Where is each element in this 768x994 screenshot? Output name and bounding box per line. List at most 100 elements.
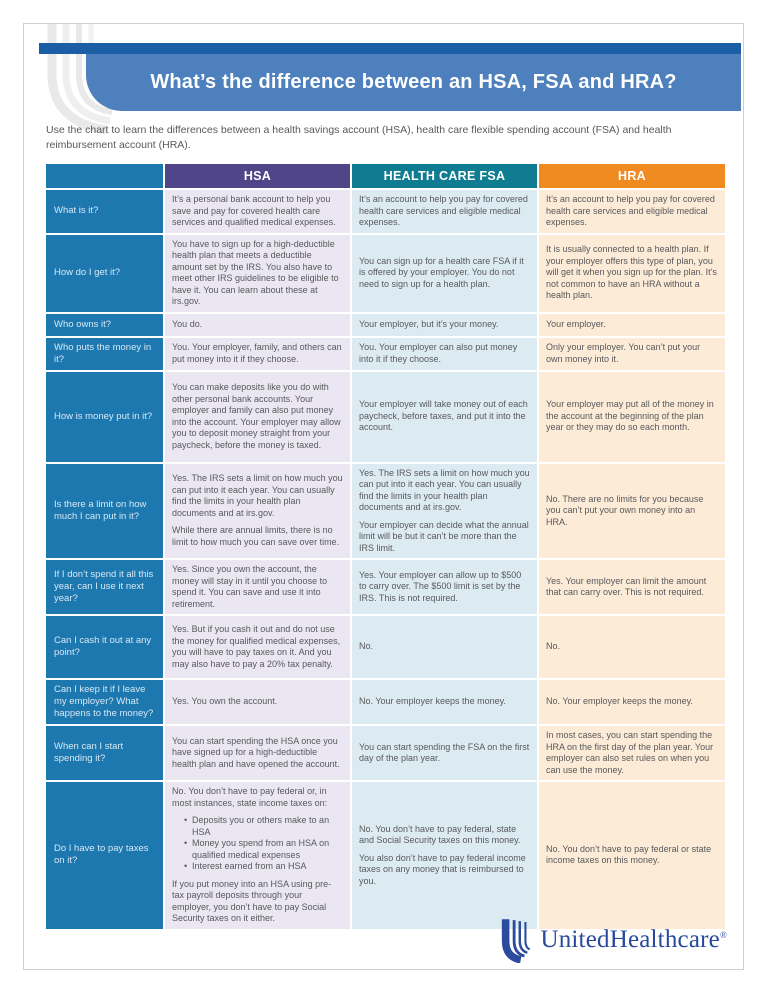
cell-bullet-item: Deposits you or others make to an HSA bbox=[184, 815, 343, 838]
cell-fsa: It’s an account to help you pay for cove… bbox=[352, 190, 537, 233]
column-header-fsa: HEALTH CARE FSA bbox=[352, 164, 537, 188]
cell-paragraph: It’s an account to help you pay for cove… bbox=[359, 194, 528, 227]
cell-paragraph: You can make deposits like you do with o… bbox=[172, 382, 341, 450]
row-label: Can I cash it out at any point? bbox=[46, 616, 163, 678]
row-label: Who puts the money in it? bbox=[46, 337, 163, 370]
cell-paragraph: No. You don’t have to pay federal, state… bbox=[359, 823, 521, 846]
cell-paragraph: Yes. Your employer can allow up to $500 … bbox=[359, 569, 522, 603]
cell-paragraph: If you put money into an HSA using pre-t… bbox=[172, 878, 332, 924]
cell-paragraph: It’s a personal bank account to help you… bbox=[172, 194, 336, 227]
page-title: What’s the difference between an HSA, FS… bbox=[150, 71, 677, 93]
flyer-page: What’s the difference between an HSA, FS… bbox=[23, 23, 744, 970]
cell-hsa: Yes. But if you cash it out and do not u… bbox=[165, 616, 350, 678]
intro-text: Use the chart to learn the differences b… bbox=[46, 124, 672, 151]
cell-hsa: It’s a personal bank account to help you… bbox=[165, 190, 350, 233]
cell-hra: Your employer may put all of the money i… bbox=[539, 371, 725, 462]
cell-paragraph: No. You don’t have to pay federal or, in… bbox=[172, 786, 328, 808]
cell-hsa: You. Your employer, family, and others c… bbox=[165, 337, 350, 370]
cell-paragraph: It’s an account to help you pay for cove… bbox=[546, 194, 715, 227]
cell-paragraph: Your employer. bbox=[546, 318, 606, 329]
cell-fsa: Your employer will take money out of eac… bbox=[352, 371, 537, 462]
cell-fsa: Yes. Your employer can allow up to $500 … bbox=[352, 560, 537, 614]
cell-paragraph: You also don’t have to pay federal incom… bbox=[359, 852, 526, 886]
row-label: What is it? bbox=[46, 190, 163, 233]
cell-paragraph: You have to sign up for a high-deductibl… bbox=[172, 238, 339, 307]
row-label: Do I have to pay taxes on it? bbox=[46, 782, 163, 929]
cell-paragraph: In most cases, you can start spending th… bbox=[546, 730, 714, 775]
uhc-logo: UnitedHealthcare® bbox=[499, 916, 727, 964]
cell-fsa: You can sign up for a health care FSA if… bbox=[352, 234, 537, 312]
cell-bullet-list: Deposits you or others make to an HSAMon… bbox=[176, 815, 343, 873]
cell-paragraph: Yes. The IRS sets a limit on how much yo… bbox=[359, 467, 530, 513]
cell-fsa: No. You don’t have to pay federal, state… bbox=[352, 782, 537, 929]
cell-bullet-item: Money you spend from an HSA on qualified… bbox=[184, 838, 343, 861]
cell-paragraph: You do. bbox=[172, 318, 203, 329]
cell-paragraph: Your employer, but it’s your money. bbox=[359, 318, 499, 329]
cell-paragraph: Yes. Your employer can limit the amount … bbox=[546, 575, 707, 598]
row-label: How is money put in it? bbox=[46, 371, 163, 462]
cell-hra: Your employer. bbox=[539, 313, 725, 336]
table-corner-cell bbox=[46, 164, 163, 188]
cell-hsa: No. You don’t have to pay federal or, in… bbox=[165, 782, 350, 929]
cell-paragraph: No. Your employer keeps the money. bbox=[546, 696, 693, 707]
cell-bullet-item: Interest earned from an HSA bbox=[184, 861, 343, 873]
cell-hra: No. bbox=[539, 616, 725, 678]
cell-paragraph: Your employer will take money out of eac… bbox=[359, 399, 528, 433]
cell-paragraph: Your employer can decide what the annual… bbox=[359, 519, 529, 553]
cell-paragraph: No. You don’t have to pay federal or sta… bbox=[546, 843, 712, 866]
cell-paragraph: Yes. The IRS sets a limit on how much yo… bbox=[172, 473, 343, 518]
cell-hsa: You do. bbox=[165, 313, 350, 336]
cell-hra: No. There are no limits for you because … bbox=[539, 463, 725, 558]
cell-hsa: You can start spending the HSA once you … bbox=[165, 726, 350, 780]
cell-hra: It is usually connected to a health plan… bbox=[539, 234, 725, 312]
row-label: How do I get it? bbox=[46, 234, 163, 312]
cell-paragraph: Yes. But if you cash it out and do not u… bbox=[172, 624, 341, 669]
cell-fsa: Yes. The IRS sets a limit on how much yo… bbox=[352, 463, 537, 558]
column-header-hra: HRA bbox=[539, 164, 725, 188]
cell-paragraph: You can start spending the HSA once you … bbox=[172, 735, 340, 769]
row-label: When can I start spending it? bbox=[46, 726, 163, 780]
cell-paragraph: You. Your employer, family, and others c… bbox=[172, 342, 342, 364]
row-label: Who owns it? bbox=[46, 313, 163, 336]
cell-paragraph: While there are annual limits, there is … bbox=[172, 525, 340, 547]
cell-paragraph: No. bbox=[546, 641, 561, 652]
cell-paragraph: You. Your employer can also put money in… bbox=[359, 342, 518, 364]
cell-paragraph: You can sign up for a health care FSA if… bbox=[359, 255, 524, 289]
registered-mark: ® bbox=[719, 930, 727, 940]
cell-hsa: Yes. Since you own the account, the mone… bbox=[165, 560, 350, 614]
row-label: If I don’t spend it all this year, can I… bbox=[46, 560, 163, 614]
cell-hsa: Yes. You own the account. bbox=[165, 680, 350, 724]
comparison-table: HSA HEALTH CARE FSA HRA What is it? It’s a p… bbox=[46, 164, 725, 929]
uhc-shield-icon bbox=[502, 919, 531, 963]
cell-hra: No. You don’t have to pay federal or sta… bbox=[539, 782, 725, 929]
cell-hra: Yes. Your employer can limit the amount … bbox=[539, 560, 725, 614]
top-accent-bar bbox=[39, 43, 741, 54]
column-header-hsa: HSA bbox=[165, 164, 350, 188]
cell-paragraph: Yes. Since you own the account, the mone… bbox=[172, 564, 328, 609]
uhc-logo-text: UnitedHealthcare® bbox=[540, 926, 727, 954]
cell-hra: In most cases, you can start spending th… bbox=[539, 726, 725, 780]
cell-fsa: You can start spending the FSA on the fi… bbox=[352, 726, 537, 780]
cell-paragraph: No. Your employer keeps the money. bbox=[359, 696, 506, 707]
cell-hra: It’s an account to help you pay for cove… bbox=[539, 190, 725, 233]
title-banner: What’s the difference between an HSA, FS… bbox=[86, 54, 741, 111]
uhc-wordmark: UnitedHealthcare bbox=[540, 926, 720, 953]
cell-paragraph: No. bbox=[359, 641, 374, 652]
cell-paragraph: Your employer may put all of the money i… bbox=[546, 399, 714, 433]
cell-hsa: You have to sign up for a high-deductibl… bbox=[165, 234, 350, 312]
cell-paragraph: You can start spending the FSA on the fi… bbox=[359, 741, 530, 764]
cell-hra: Only your employer. You can’t put your o… bbox=[539, 337, 725, 370]
row-label: Is there a limit on how much I can put i… bbox=[46, 463, 163, 558]
cell-fsa: No. Your employer keeps the money. bbox=[352, 680, 537, 724]
cell-fsa: Your employer, but it’s your money. bbox=[352, 313, 537, 336]
cell-paragraph: It is usually connected to a health plan… bbox=[546, 244, 717, 301]
cell-fsa: You. Your employer can also put money in… bbox=[352, 337, 537, 370]
cell-fsa: No. bbox=[352, 616, 537, 678]
cell-hsa: You can make deposits like you do with o… bbox=[165, 371, 350, 462]
row-label: Can I keep it if I leave my employer? Wh… bbox=[46, 680, 163, 724]
cell-hra: No. Your employer keeps the money. bbox=[539, 680, 725, 724]
cell-paragraph: Yes. You own the account. bbox=[172, 696, 278, 707]
cell-paragraph: Only your employer. You can’t put your o… bbox=[546, 342, 701, 364]
cell-paragraph: No. There are no limits for you because … bbox=[546, 493, 704, 527]
cell-hsa: Yes. The IRS sets a limit on how much yo… bbox=[165, 463, 350, 558]
